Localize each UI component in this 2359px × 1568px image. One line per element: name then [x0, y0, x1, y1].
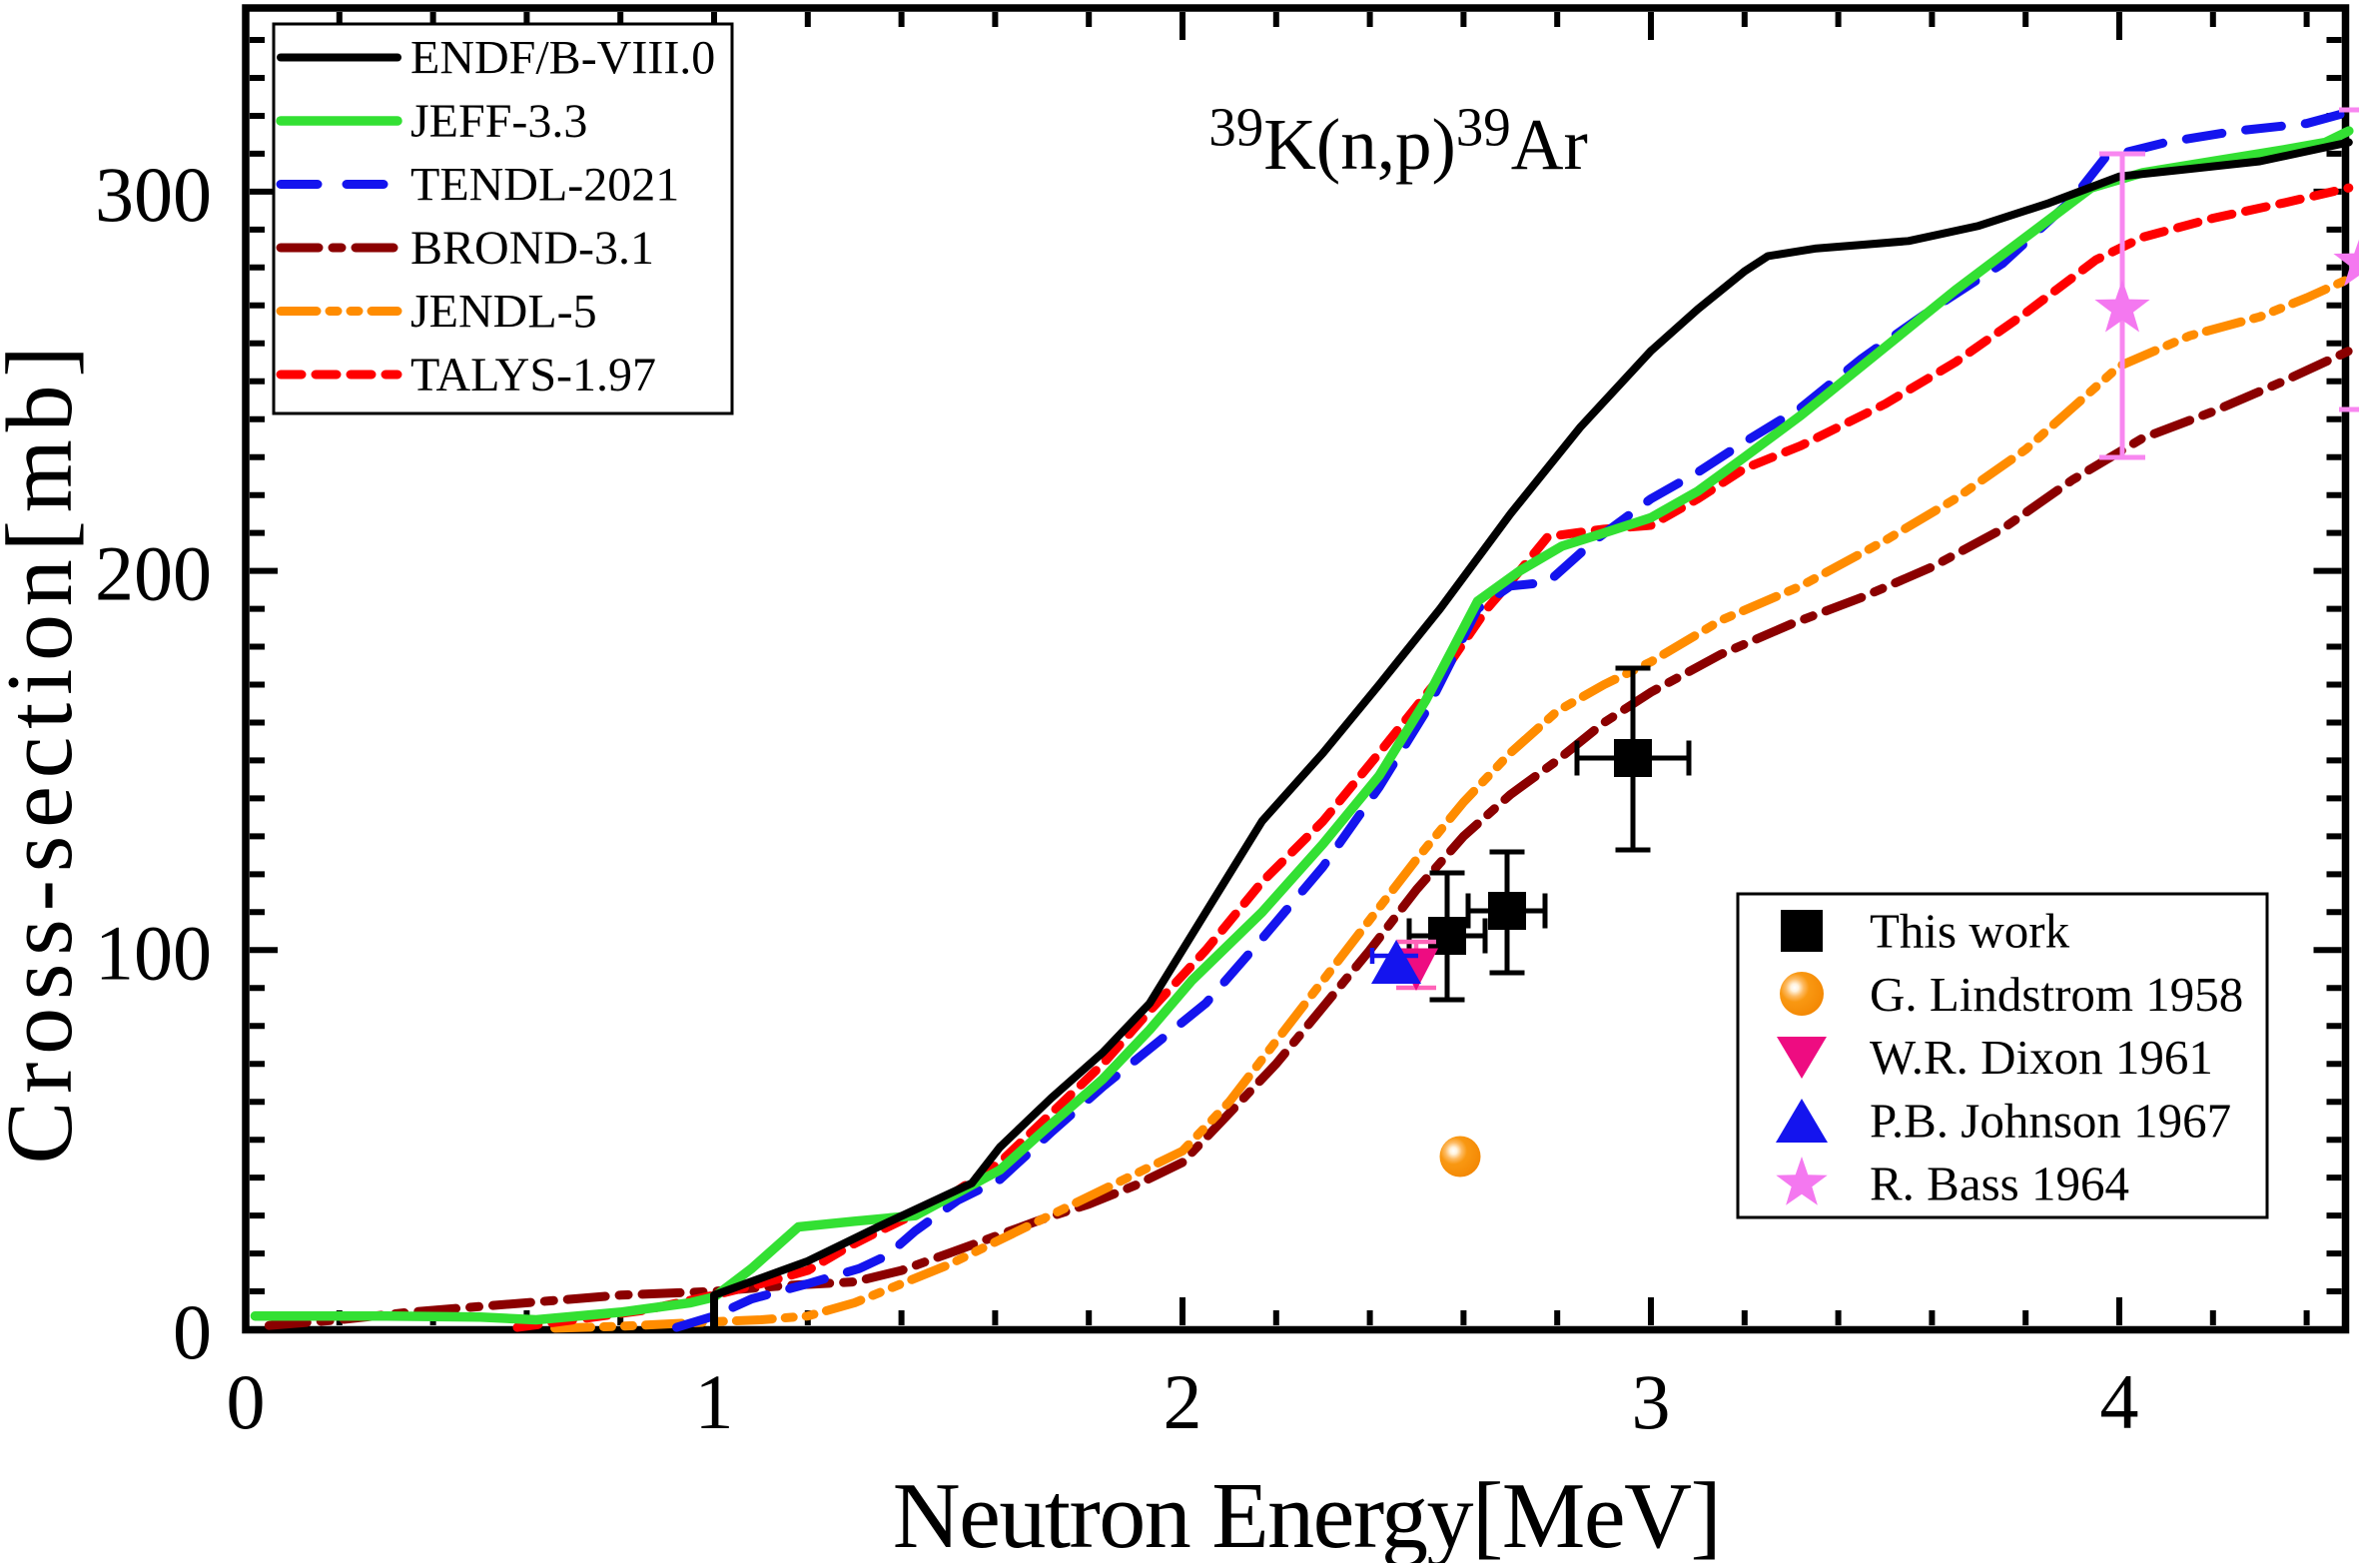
svg-text:Cross-section[mb]: Cross-section[mb]: [0, 338, 92, 1164]
svg-text:200: 200: [95, 530, 212, 617]
svg-text:This work: This work: [1870, 904, 2070, 959]
svg-text:W.R. Dixon 1961: W.R. Dixon 1961: [1870, 1030, 2213, 1085]
svg-text:TALYS-1.97: TALYS-1.97: [410, 349, 656, 401]
svg-text:0: 0: [173, 1288, 212, 1375]
svg-text:TENDL-2021: TENDL-2021: [410, 159, 679, 212]
svg-text:4: 4: [2100, 1358, 2139, 1445]
svg-text:BROND-3.1: BROND-3.1: [410, 222, 654, 275]
svg-text:G. Lindstrom 1958: G. Lindstrom 1958: [1870, 967, 2243, 1022]
svg-text:1: 1: [695, 1358, 734, 1445]
svg-text:JENDL-5: JENDL-5: [410, 286, 597, 339]
svg-text:39K(n,p)39Ar: 39K(n,p)39Ar: [1208, 97, 1588, 186]
svg-text:100: 100: [95, 909, 212, 996]
svg-text:ENDF/B-VIII.0: ENDF/B-VIII.0: [410, 32, 715, 85]
svg-text:300: 300: [95, 151, 212, 238]
svg-text:2: 2: [1164, 1358, 1202, 1445]
svg-text:0: 0: [227, 1358, 266, 1445]
svg-text:3: 3: [1632, 1358, 1671, 1445]
svg-text:R. Bass 1964: R. Bass 1964: [1870, 1157, 2129, 1211]
svg-text:Neutron Energy[MeV]: Neutron Energy[MeV]: [893, 1464, 1721, 1563]
svg-text:JEFF-3.3: JEFF-3.3: [410, 95, 587, 148]
svg-text:P.B. Johnson 1967: P.B. Johnson 1967: [1870, 1093, 2231, 1148]
